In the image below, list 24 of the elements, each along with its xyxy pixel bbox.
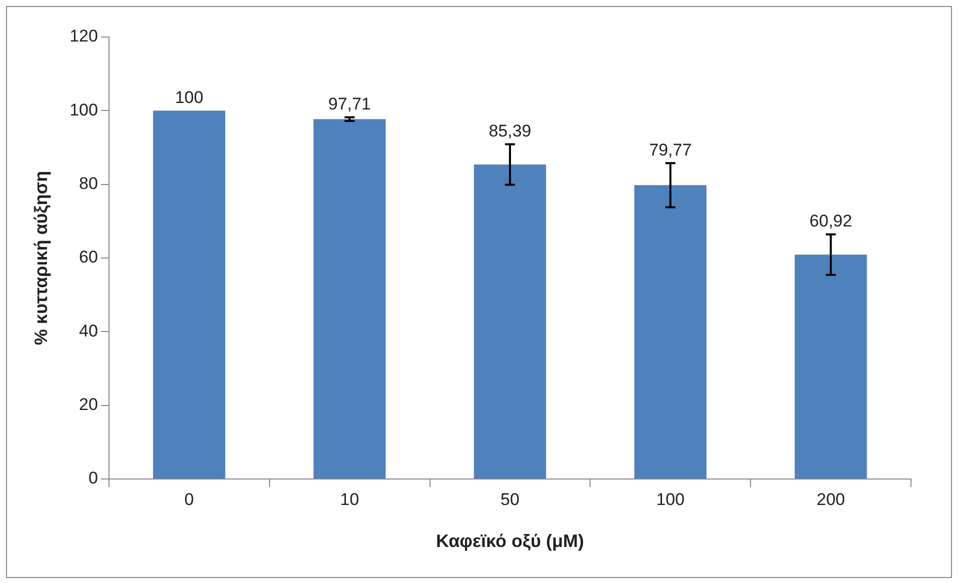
bar xyxy=(634,185,706,478)
x-tick-label: 200 xyxy=(816,490,845,509)
y-tick-label: 120 xyxy=(70,26,98,46)
x-tick-label: 50 xyxy=(500,490,520,509)
y-tick-label: 20 xyxy=(79,395,98,414)
x-axis-title: Καφεϊκό οξύ (μM) xyxy=(436,531,584,552)
data-label: 79,77 xyxy=(649,140,692,160)
data-label: 85,39 xyxy=(488,121,532,140)
y-tick-label: 0 xyxy=(88,468,98,488)
bar xyxy=(153,110,226,478)
bar xyxy=(794,254,867,478)
x-tick-label: 0 xyxy=(184,490,194,509)
bar xyxy=(313,119,386,478)
y-tick-label: 80 xyxy=(79,174,98,194)
data-label: 97,71 xyxy=(328,94,371,114)
data-label: 100 xyxy=(174,88,204,107)
y-tick-label: 60 xyxy=(79,248,98,267)
y-axis-title: % κυτταρική αύξηση xyxy=(30,170,51,346)
x-tick-label: 10 xyxy=(340,490,360,509)
x-tick-label: 100 xyxy=(656,490,685,509)
data-label: 60,92 xyxy=(810,212,852,231)
y-tick-label: 40 xyxy=(79,321,98,340)
bar xyxy=(474,164,546,478)
y-tick-label: 100 xyxy=(70,100,98,120)
